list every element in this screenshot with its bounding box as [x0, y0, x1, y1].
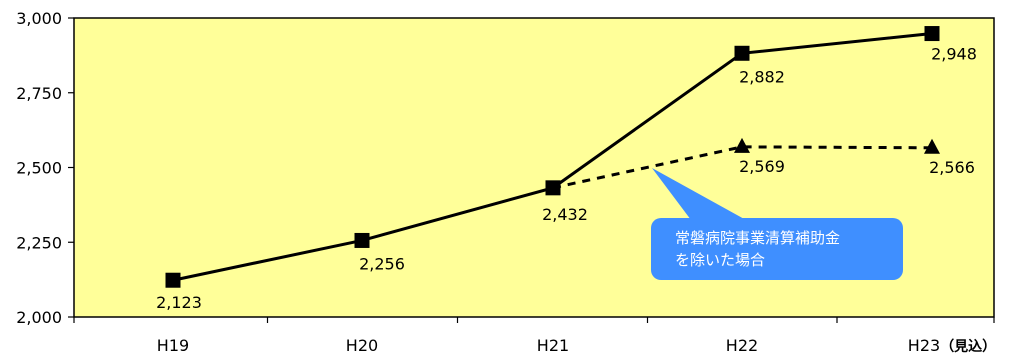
- y-tick-label: 2,250: [16, 233, 62, 252]
- x-tick-label: H23（見込）: [908, 336, 996, 355]
- x-tick-label: H20: [346, 336, 378, 355]
- y-tick-label: 2,000: [16, 308, 62, 327]
- x-tick-label: H21: [537, 336, 569, 355]
- y-tick-label: 2,500: [16, 159, 62, 178]
- x-tick-label: H19: [157, 336, 189, 355]
- data-label: 2,882: [739, 67, 785, 86]
- x-tick-label: H22: [726, 336, 758, 355]
- triangle-marker: [924, 138, 940, 154]
- x-tick-label-suffix: （見込）: [940, 338, 996, 355]
- data-label: 2,256: [359, 254, 405, 273]
- data-label: 2,948: [931, 45, 977, 64]
- callout-box: [651, 218, 903, 280]
- square-marker: [545, 180, 561, 196]
- data-labels-layer: 2,123 2,256 2,432 2,882 2,948 2,569 2,566: [156, 45, 977, 313]
- series-layer: [165, 26, 940, 288]
- data-label: 2,566: [929, 158, 975, 177]
- square-marker: [354, 232, 370, 248]
- y-tick-label: 3,000: [16, 9, 62, 28]
- callout-text-line: 常磐病院事業清算補助金: [675, 229, 840, 247]
- data-label: 2,569: [739, 157, 785, 176]
- y-tick-label: 2,750: [16, 84, 62, 103]
- y-axis: 2,000 2,250 2,500 2,750 3,000: [16, 9, 74, 327]
- series-dashed-line: [552, 145, 933, 190]
- square-marker: [924, 26, 940, 42]
- triangle-marker: [734, 137, 750, 153]
- square-marker: [734, 45, 750, 61]
- x-axis: H19 H20 H21 H22 H23（見込）: [73, 317, 996, 355]
- callout-text-line: を除いた場合: [675, 251, 765, 269]
- callout-pointer: [652, 168, 746, 220]
- square-marker: [165, 272, 181, 288]
- data-label: 2,123: [156, 293, 202, 312]
- data-label: 2,432: [542, 205, 588, 224]
